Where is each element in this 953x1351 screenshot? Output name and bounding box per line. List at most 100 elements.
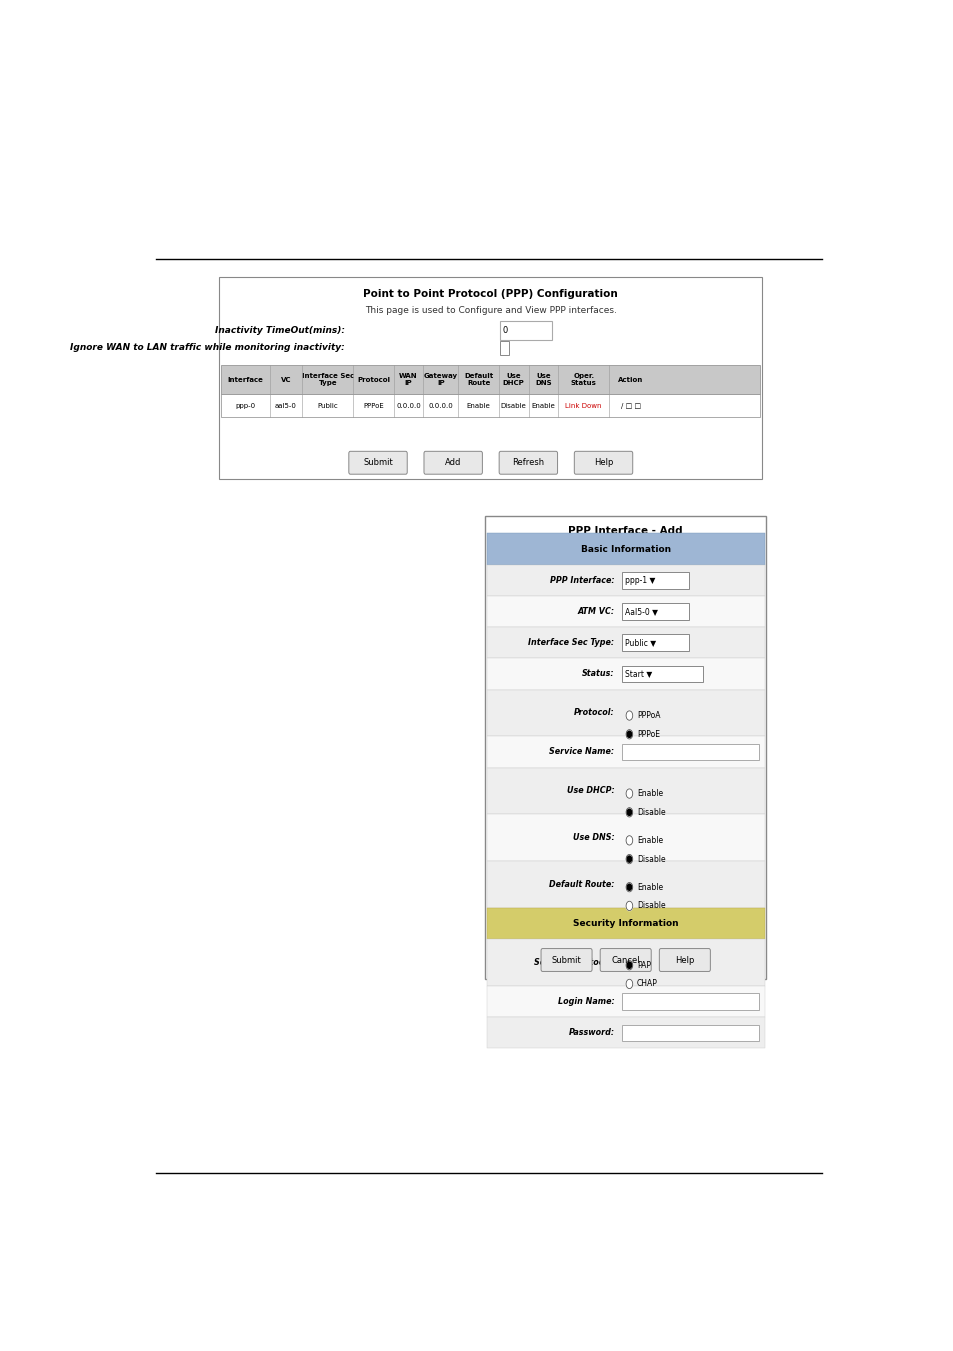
Text: ppp-1 ▼: ppp-1 ▼ bbox=[624, 576, 655, 585]
Text: PPPoE: PPPoE bbox=[363, 403, 383, 408]
Text: Submit: Submit bbox=[363, 458, 393, 467]
Text: 0.0.0.0: 0.0.0.0 bbox=[395, 403, 420, 408]
Text: Disable: Disable bbox=[637, 901, 665, 911]
Bar bbox=[486, 534, 764, 565]
FancyBboxPatch shape bbox=[599, 948, 651, 971]
Text: Help: Help bbox=[675, 955, 694, 965]
Circle shape bbox=[625, 979, 632, 989]
Text: Basic Information: Basic Information bbox=[580, 544, 670, 554]
Text: Disable: Disable bbox=[637, 855, 665, 863]
Circle shape bbox=[625, 789, 632, 798]
Bar bbox=[486, 1017, 764, 1048]
Text: Enable: Enable bbox=[466, 403, 490, 408]
Text: Status:: Status: bbox=[581, 670, 614, 678]
Text: Refresh: Refresh bbox=[512, 458, 544, 467]
Bar bbox=[486, 908, 764, 939]
Text: Interface: Interface bbox=[228, 377, 263, 382]
Text: Use DHCP:: Use DHCP: bbox=[566, 786, 614, 796]
Bar bbox=[486, 689, 764, 736]
Text: PPPoA: PPPoA bbox=[637, 711, 659, 720]
Text: Disable: Disable bbox=[637, 808, 665, 817]
Bar bbox=[486, 565, 764, 596]
Text: Cancel: Cancel bbox=[611, 955, 639, 965]
Text: Protocol:: Protocol: bbox=[574, 708, 614, 717]
Text: Aal5-0 ▼: Aal5-0 ▼ bbox=[624, 607, 658, 616]
Text: 0: 0 bbox=[501, 326, 507, 335]
Text: Use DNS:: Use DNS: bbox=[572, 834, 614, 842]
Bar bbox=[621, 603, 688, 620]
Bar bbox=[485, 516, 765, 978]
Text: Default Route:: Default Route: bbox=[549, 880, 614, 889]
Text: Enable: Enable bbox=[637, 836, 662, 844]
Bar bbox=[486, 767, 764, 815]
Text: Protocol: Protocol bbox=[356, 377, 390, 382]
Text: Interface Sec Type:: Interface Sec Type: bbox=[528, 638, 614, 647]
Text: CHAP: CHAP bbox=[637, 979, 657, 989]
Circle shape bbox=[626, 857, 631, 862]
Circle shape bbox=[626, 962, 631, 969]
Bar bbox=[621, 993, 758, 1011]
Text: Point to Point Protocol (PPP) Configuration: Point to Point Protocol (PPP) Configurat… bbox=[363, 289, 618, 299]
Text: Default
Route: Default Route bbox=[463, 373, 493, 386]
Bar bbox=[499, 340, 508, 354]
Bar bbox=[486, 939, 764, 986]
Bar bbox=[486, 815, 764, 861]
Text: Help: Help bbox=[593, 458, 613, 467]
Text: Login Name:: Login Name: bbox=[558, 997, 614, 1006]
Text: Start ▼: Start ▼ bbox=[624, 670, 652, 678]
Text: Security Information: Security Information bbox=[573, 919, 678, 928]
Circle shape bbox=[625, 901, 632, 911]
Bar bbox=[621, 743, 758, 761]
Text: Enable: Enable bbox=[531, 403, 555, 408]
Text: Enable: Enable bbox=[637, 882, 662, 892]
Circle shape bbox=[626, 731, 631, 738]
Text: Public ▼: Public ▼ bbox=[624, 638, 656, 647]
Text: ppp-0: ppp-0 bbox=[235, 403, 255, 408]
Text: Password:: Password: bbox=[568, 1028, 614, 1038]
Text: Ignore WAN to LAN traffic while monitoring inactivity:: Ignore WAN to LAN traffic while monitori… bbox=[70, 343, 344, 351]
Text: Public: Public bbox=[317, 403, 337, 408]
Text: VC: VC bbox=[280, 377, 291, 382]
Text: Submit: Submit bbox=[551, 955, 580, 965]
Circle shape bbox=[625, 854, 632, 863]
Circle shape bbox=[625, 711, 632, 720]
Text: Disable: Disable bbox=[500, 403, 526, 408]
FancyBboxPatch shape bbox=[540, 948, 592, 971]
Bar bbox=[486, 658, 764, 689]
Text: Inactivity TimeOut(mins):: Inactivity TimeOut(mins): bbox=[214, 326, 344, 335]
Bar bbox=[221, 365, 760, 394]
Bar bbox=[219, 277, 761, 480]
Text: PPP Interface - Add: PPP Interface - Add bbox=[568, 526, 682, 536]
Text: Gateway
IP: Gateway IP bbox=[423, 373, 457, 386]
Bar bbox=[221, 394, 760, 417]
FancyBboxPatch shape bbox=[423, 451, 482, 474]
Bar bbox=[621, 666, 702, 682]
Text: Security Protocol:: Security Protocol: bbox=[533, 958, 614, 967]
Text: PPPoE: PPPoE bbox=[637, 730, 659, 739]
Text: Use
DHCP: Use DHCP bbox=[502, 373, 524, 386]
Text: PAP: PAP bbox=[637, 961, 650, 970]
Text: Interface Sec
Type: Interface Sec Type bbox=[301, 373, 354, 386]
Bar bbox=[621, 635, 688, 651]
Text: PPP Interface:: PPP Interface: bbox=[550, 576, 614, 585]
Text: Link Down: Link Down bbox=[565, 403, 601, 408]
FancyBboxPatch shape bbox=[574, 451, 632, 474]
Bar bbox=[486, 596, 764, 627]
Text: ATM VC:: ATM VC: bbox=[577, 607, 614, 616]
Bar bbox=[486, 627, 764, 658]
Text: Enable: Enable bbox=[637, 789, 662, 798]
Circle shape bbox=[625, 836, 632, 846]
Text: aal5-0: aal5-0 bbox=[274, 403, 296, 408]
Circle shape bbox=[625, 730, 632, 739]
Text: Oper.
Status: Oper. Status bbox=[570, 373, 596, 386]
Circle shape bbox=[626, 884, 631, 890]
FancyBboxPatch shape bbox=[349, 451, 407, 474]
Text: / □ □: / □ □ bbox=[620, 403, 640, 408]
Text: Add: Add bbox=[444, 458, 461, 467]
Text: Action: Action bbox=[618, 377, 643, 382]
Text: Service Name:: Service Name: bbox=[549, 747, 614, 757]
Text: 0.0.0.0: 0.0.0.0 bbox=[428, 403, 453, 408]
Bar bbox=[486, 986, 764, 1017]
Circle shape bbox=[625, 882, 632, 892]
Bar bbox=[486, 861, 764, 908]
